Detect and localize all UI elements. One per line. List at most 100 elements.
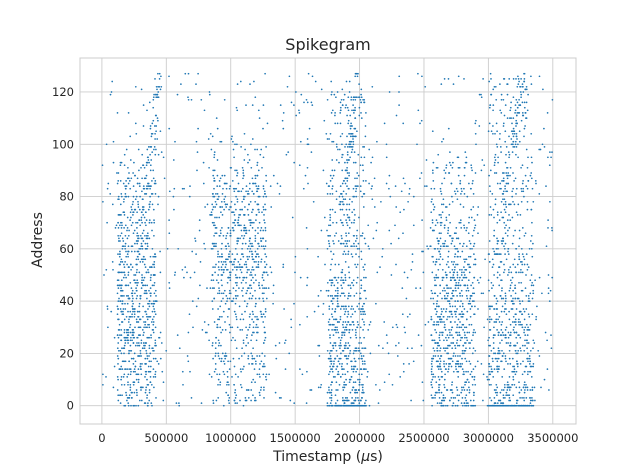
spike-point: [214, 352, 217, 355]
spike-point: [336, 122, 339, 125]
spike-point: [346, 161, 349, 164]
spike-point: [248, 326, 251, 329]
spike-point: [434, 292, 437, 295]
spike-point: [344, 373, 347, 376]
spike-point: [329, 336, 331, 339]
spike-point: [352, 308, 355, 310]
spike-point: [457, 156, 460, 159]
spike-point: [154, 180, 157, 182]
spike-point: [336, 287, 339, 289]
spike-point: [331, 193, 334, 195]
spike-point: [125, 315, 128, 318]
spike-point: [224, 261, 227, 263]
spike-point: [130, 268, 132, 271]
spike-point: [441, 334, 444, 336]
spike-point: [453, 268, 456, 271]
spike-point: [282, 112, 285, 114]
spike-point: [529, 397, 531, 399]
spike-point: [317, 386, 320, 389]
spike-point: [160, 342, 163, 344]
spike-point: [523, 101, 526, 104]
spike-point: [206, 203, 209, 206]
spike-point: [397, 342, 400, 344]
spike-point: [333, 284, 336, 287]
spike-point: [434, 308, 437, 310]
spike-point: [443, 297, 446, 300]
spike-point: [327, 295, 330, 297]
spike-point: [257, 266, 260, 268]
spike-point: [543, 378, 546, 381]
spike-point: [521, 182, 524, 185]
spike-point: [213, 153, 216, 156]
spike-point: [443, 326, 446, 329]
spike-point: [539, 148, 542, 151]
spike-point: [129, 159, 132, 161]
spike-point: [250, 297, 253, 300]
spike-point: [339, 315, 342, 318]
spike-point: [463, 78, 465, 80]
spike-point: [339, 208, 342, 211]
x-tick-label: 500000: [144, 431, 188, 445]
spike-point: [344, 321, 347, 323]
spike-point: [468, 323, 471, 326]
spike-point: [154, 300, 157, 302]
spike-point: [130, 349, 133, 352]
spike-point: [331, 140, 333, 143]
spike-point: [152, 177, 155, 180]
spike-point: [334, 122, 337, 125]
spike-point: [325, 289, 328, 292]
spike-point: [139, 334, 141, 336]
spike-point: [446, 318, 448, 321]
spike-point: [182, 383, 184, 386]
spike-point: [146, 242, 149, 245]
spike-point: [417, 334, 420, 336]
spike-point: [245, 292, 248, 295]
spike-point: [432, 376, 434, 378]
spike-point: [136, 221, 139, 224]
spike-point: [496, 370, 499, 373]
spike-point: [436, 360, 438, 363]
spike-point: [550, 334, 552, 336]
spike-point: [457, 355, 459, 357]
spike-point: [317, 305, 320, 308]
spike-point: [260, 261, 262, 263]
spike-point: [425, 185, 428, 187]
spike-point: [141, 274, 143, 276]
spike-point: [443, 242, 446, 245]
spike-point: [508, 153, 511, 156]
spike-point: [551, 98, 554, 101]
spike-point: [467, 232, 470, 235]
spike-point: [453, 352, 455, 355]
spike-point: [234, 339, 237, 342]
spike-point: [441, 279, 444, 282]
spike-point: [513, 321, 516, 323]
spike-point: [231, 268, 234, 271]
spike-point: [345, 234, 348, 237]
spike-point: [250, 287, 253, 289]
spike-point: [499, 83, 501, 85]
spike-point: [234, 402, 237, 404]
spike-point: [461, 349, 464, 352]
spike-point: [459, 221, 462, 224]
spike-point: [225, 355, 228, 357]
spike-point: [450, 329, 453, 331]
spike-point: [514, 313, 517, 316]
spike-point: [515, 402, 518, 404]
spike-point: [221, 193, 224, 195]
spike-point: [375, 229, 378, 232]
spike-point: [447, 232, 449, 235]
spike-point: [158, 78, 161, 80]
spike-point: [120, 334, 123, 336]
spike-point: [491, 404, 494, 407]
spike-point: [509, 174, 511, 177]
spike-point: [147, 323, 149, 326]
spike-point: [353, 96, 355, 99]
spike-point: [224, 195, 227, 198]
spike-point: [445, 308, 448, 310]
spike-point: [411, 253, 414, 255]
spike-point: [225, 234, 228, 237]
spike-point: [434, 263, 437, 266]
spike-point: [261, 166, 263, 169]
spike-point: [356, 172, 359, 174]
spike-point: [445, 166, 448, 169]
